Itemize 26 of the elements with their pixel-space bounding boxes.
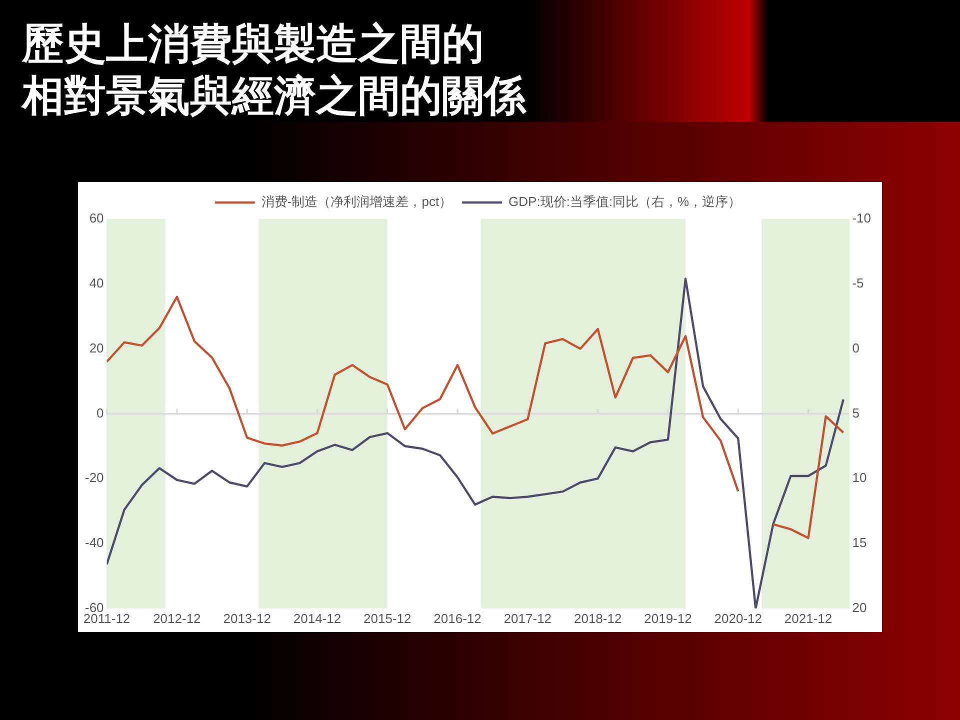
legend-label: 消费-制造（净利润增速差，pct）: [261, 194, 452, 210]
y2-tick-label: -10: [852, 210, 872, 226]
y-tick-label: 60: [89, 210, 104, 226]
y-tick-label: 0: [96, 405, 104, 420]
y-tick-label: 40: [89, 275, 104, 290]
x-tick-label: 2014-12: [293, 610, 342, 626]
chart-title: 歷史上消費與製造之間的相對景氣與經濟之間的關係: [22, 19, 526, 121]
x-tick-label: 2019-12: [644, 610, 692, 626]
x-tick-label: 2015-12: [364, 610, 412, 626]
x-tick-label: 2012-12: [153, 610, 201, 626]
x-tick-label: 2020-12: [714, 610, 762, 626]
y-tick-label: -40: [84, 535, 104, 550]
y-tick-label: -20: [84, 470, 104, 486]
y2-tick-label: 15: [852, 535, 867, 550]
x-tick-label: 2017-12: [504, 610, 552, 626]
y2-tick-label: 10: [852, 470, 867, 486]
x-tick-label: 2018-12: [574, 610, 622, 626]
x-tick-label: 2013-12: [223, 610, 271, 626]
y2-tick-label: 5: [852, 405, 860, 420]
y2-tick-label: 0: [852, 340, 860, 356]
x-tick-label: 2016-12: [434, 610, 482, 626]
y-tick-label: 20: [89, 340, 104, 356]
x-tick-label: 2021-12: [784, 610, 832, 626]
y2-tick-label: 20: [852, 600, 867, 615]
y2-tick-label: -5: [852, 275, 864, 290]
legend-label: GDP:现价:当季值:同比（右，%，逆序）: [508, 194, 742, 210]
